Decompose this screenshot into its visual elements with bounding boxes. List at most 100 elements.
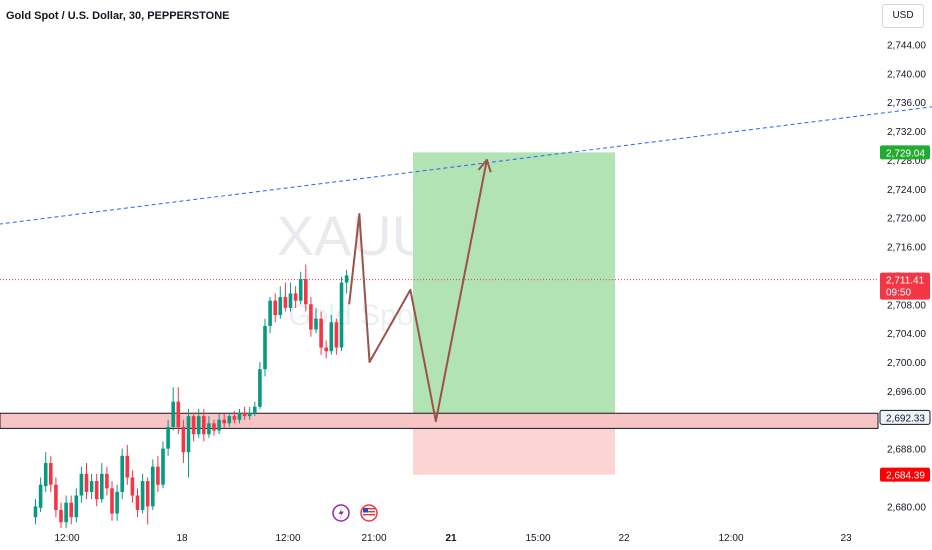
candle-body — [135, 495, 140, 510]
candle-body — [130, 477, 135, 496]
price-tick-label: 2,728.00 — [887, 156, 926, 167]
trendline-layer[interactable] — [0, 91, 932, 228]
price-tick-label: 2,744.00 — [887, 40, 926, 51]
last-price-label: 2,711.41 — [886, 276, 925, 287]
target-price-label-box — [880, 145, 930, 160]
candle-body — [69, 502, 73, 518]
candle-body — [202, 416, 206, 435]
price-tick-label: 2,680.00 — [887, 502, 926, 513]
stop-price-label: 2,684.39 — [886, 471, 925, 482]
candle-body — [263, 325, 267, 370]
candle-body — [115, 491, 119, 514]
candle-body — [156, 466, 160, 485]
candle-body — [166, 426, 170, 449]
candle-body — [293, 293, 298, 301]
candle-body — [324, 347, 328, 352]
candle-body — [339, 282, 344, 348]
entry-zone-band — [0, 412, 879, 429]
candle-body — [268, 300, 272, 326]
candle-body — [79, 473, 84, 496]
time-tick-label: 12:00 — [275, 533, 300, 544]
candle-body — [288, 293, 293, 308]
candle-body — [298, 279, 303, 301]
projection-arrow-path[interactable] — [348, 159, 488, 423]
candle-body — [191, 416, 196, 435]
candle-body — [196, 416, 201, 435]
time-axis[interactable]: 12:00 18 12:00 21:00 21 15:00 22 12:00 23 — [54, 533, 852, 544]
candle-body — [186, 416, 191, 453]
price-tick-label: 2,720.00 — [887, 214, 926, 225]
flag-stripe — [363, 514, 375, 516]
candle-body — [49, 463, 53, 485]
event-icons[interactable] — [332, 504, 378, 522]
position-zones — [413, 152, 615, 475]
long-target-zone — [413, 152, 615, 418]
candle-body — [283, 297, 288, 308]
chart-title: Gold Spot / U.S. Dollar, 30, PEPPERSTONE — [6, 10, 230, 22]
time-tick-label: 21:00 — [361, 533, 386, 544]
target-price-label: 2,729.04 — [886, 148, 925, 159]
price-tick-label: 2,696.00 — [887, 387, 926, 398]
candle-body — [171, 401, 175, 427]
candle-body — [74, 495, 79, 518]
trendline[interactable] — [0, 91, 932, 228]
candle-body — [105, 473, 109, 489]
last-price-box — [880, 272, 930, 300]
flag-stripe — [363, 508, 375, 510]
candles — [33, 264, 349, 528]
candle-body — [64, 502, 68, 523]
candle-body — [344, 275, 349, 283]
price-tick-label: 2,740.00 — [887, 69, 926, 80]
candle-body — [242, 412, 247, 417]
time-tick-label: 12:00 — [54, 533, 79, 544]
candle-body — [247, 412, 252, 417]
candle-body — [145, 481, 150, 507]
projection-path[interactable] — [348, 158, 492, 423]
time-tick-label: 12:00 — [718, 533, 743, 544]
candle-body — [309, 304, 313, 330]
candle-body — [304, 279, 308, 305]
time-tick-label: 21 — [445, 533, 457, 544]
lightning-icon — [338, 507, 344, 519]
candle-body — [253, 406, 257, 413]
candle-body — [258, 369, 262, 407]
price-tick-label: 2,716.00 — [887, 243, 926, 254]
flag-stripe — [363, 511, 375, 513]
candle-body — [89, 481, 94, 492]
candle-body — [232, 416, 237, 420]
candle-body — [84, 473, 89, 492]
candle-body — [94, 481, 99, 500]
bar-countdown-label: 09:50 — [886, 288, 911, 299]
price-tick-label: 2,688.00 — [887, 445, 926, 456]
candle-body — [237, 412, 242, 420]
candle-body — [140, 481, 145, 510]
time-tick-label: 18 — [176, 533, 188, 544]
candle-body — [217, 419, 221, 431]
entry-price-box — [879, 409, 931, 425]
currency-selector[interactable]: USD — [882, 4, 924, 28]
candle-body — [33, 506, 38, 518]
candle-body — [54, 484, 58, 510]
time-tick-label: 22 — [618, 533, 630, 544]
candle-body — [120, 455, 124, 492]
candle-body — [43, 463, 48, 487]
flag-canton — [363, 508, 368, 513]
candle-body — [38, 484, 43, 508]
candle-body — [278, 297, 283, 316]
candle-body — [222, 419, 226, 424]
price-tick-label: 2,704.00 — [887, 329, 926, 340]
price-tick-label: 2,736.00 — [887, 98, 926, 109]
candle-body — [334, 322, 339, 348]
candle-body — [181, 426, 186, 453]
candle-body — [125, 455, 130, 478]
candle-body — [319, 318, 323, 348]
candle-body — [314, 318, 318, 330]
candle-body — [329, 322, 334, 352]
price-tick-label: 2,708.00 — [887, 300, 926, 311]
projection-arrow-head — [477, 158, 492, 173]
price-tick-label: 2,700.00 — [887, 358, 926, 369]
price-tick-label: 2,732.00 — [887, 127, 926, 138]
candle-body — [59, 509, 63, 523]
